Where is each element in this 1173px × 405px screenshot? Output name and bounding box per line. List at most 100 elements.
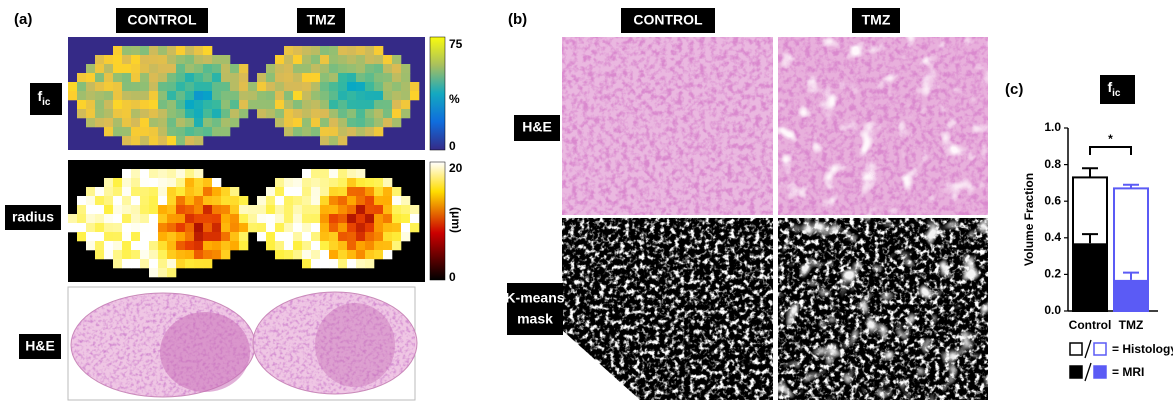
map-pixel (158, 55, 167, 64)
panel-label: (b) (508, 11, 527, 28)
map-pixel (284, 82, 293, 91)
map-pixel (194, 178, 203, 187)
map-pixel (122, 196, 131, 205)
map-pixel (104, 55, 113, 64)
map-pixel (140, 73, 149, 82)
map-pixel (275, 232, 284, 241)
map-pixel (113, 241, 122, 250)
map-pixel (365, 250, 374, 259)
map-pixel (266, 214, 275, 223)
map-pixel (311, 232, 320, 241)
map-pixel (356, 109, 365, 118)
he-tumor (160, 312, 250, 392)
map-pixel (266, 100, 275, 109)
map-pixel (95, 109, 104, 118)
map-pixel (122, 73, 131, 82)
map-pixel (113, 118, 122, 127)
map-pixel (230, 196, 239, 205)
y-axis-label: Volume Fraction (1022, 173, 1036, 266)
map-pixel (320, 46, 329, 55)
map-pixel (149, 241, 158, 250)
map-pixel (239, 100, 248, 109)
map-pixel (275, 118, 284, 127)
map-pixel (158, 109, 167, 118)
map-pixel (131, 109, 140, 118)
map-pixel (302, 100, 311, 109)
map-pixel (158, 259, 167, 268)
map-pixel (212, 178, 221, 187)
map-pixel (257, 91, 266, 100)
map-pixel (140, 223, 149, 232)
map-pixel (365, 91, 374, 100)
map-pixel (149, 259, 158, 268)
map-pixel (158, 214, 167, 223)
colorbar-label: 0 (449, 270, 456, 284)
map-pixel (338, 118, 347, 127)
map-pixel (392, 64, 401, 73)
map-pixel (158, 46, 167, 55)
map-pixel (104, 232, 113, 241)
map-pixel (293, 46, 302, 55)
map-pixel (239, 232, 248, 241)
map-pixel (347, 241, 356, 250)
map-pixel (320, 178, 329, 187)
y-tick-label: 1.0 (1044, 120, 1061, 134)
map-pixel (176, 205, 185, 214)
map-pixel (338, 196, 347, 205)
map-pixel (203, 259, 212, 268)
map-pixel (347, 259, 356, 268)
map-pixel (338, 91, 347, 100)
map-pixel (149, 136, 158, 145)
map-pixel (356, 127, 365, 136)
map-pixel (392, 241, 401, 250)
map-pixel (167, 196, 176, 205)
maps (68, 37, 425, 282)
map-pixel (347, 205, 356, 214)
map-pixel (122, 91, 131, 100)
map-pixel (176, 223, 185, 232)
colorbar (430, 37, 445, 150)
map-pixel (293, 91, 302, 100)
map-pixel (284, 46, 293, 55)
map-pixel (122, 64, 131, 73)
map-pixel (212, 82, 221, 91)
map-pixel (176, 64, 185, 73)
map-pixel (365, 82, 374, 91)
map-pixel (329, 82, 338, 91)
legend-slash (1085, 340, 1091, 358)
map-pixel (140, 169, 149, 178)
map-pixel (374, 118, 383, 127)
map-pixel (104, 82, 113, 91)
map-pixel (185, 91, 194, 100)
map-pixel (410, 223, 419, 232)
map-pixel (320, 73, 329, 82)
map-pixel (410, 214, 419, 223)
map-pixel (383, 64, 392, 73)
map-pixel (320, 241, 329, 250)
map-pixel (374, 241, 383, 250)
map-pixel (338, 241, 347, 250)
column-label: CONTROL (127, 12, 197, 28)
map-pixel (401, 232, 410, 241)
map-pixel (176, 214, 185, 223)
map-pixel (257, 223, 266, 232)
map-pixel (95, 64, 104, 73)
map-pixel (140, 205, 149, 214)
map-pixel (275, 55, 284, 64)
map-pixel (77, 73, 86, 82)
map-pixel (230, 73, 239, 82)
map-pixel (113, 73, 122, 82)
map-pixel (140, 136, 149, 145)
map-pixel (167, 241, 176, 250)
map-pixel (104, 196, 113, 205)
map-pixel (221, 91, 230, 100)
map-pixel (356, 73, 365, 82)
map-pixel (248, 82, 257, 91)
map-pixel (86, 196, 95, 205)
map-pixel (329, 73, 338, 82)
map-pixel (149, 268, 158, 277)
map-pixel (113, 223, 122, 232)
map-pixel (158, 118, 167, 127)
map-pixel (221, 64, 230, 73)
map-pixel (329, 178, 338, 187)
